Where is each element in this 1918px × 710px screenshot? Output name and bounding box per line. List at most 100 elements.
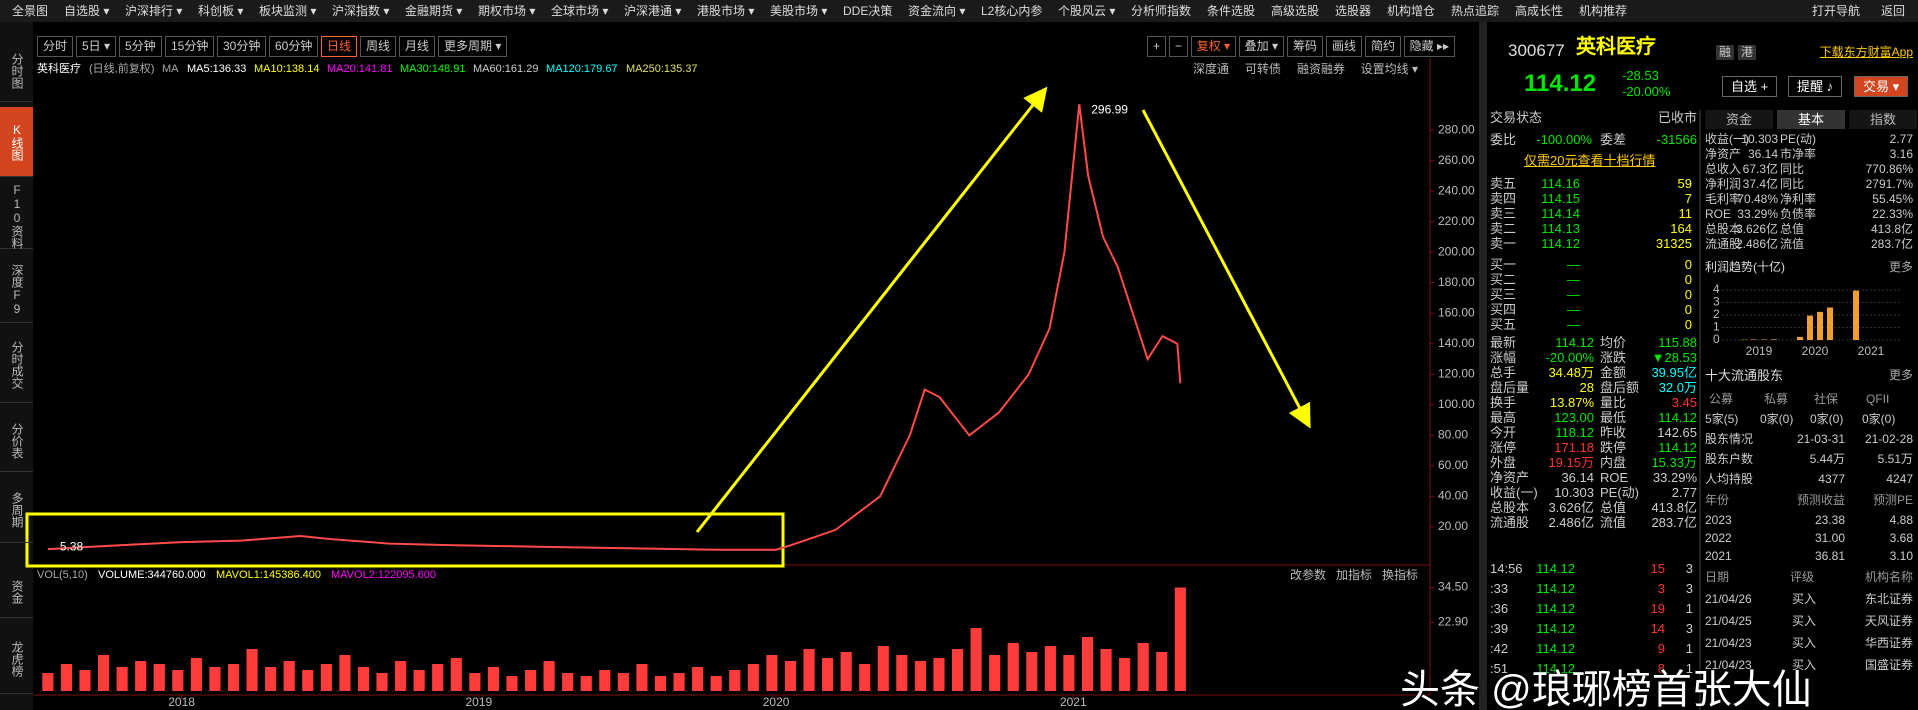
label: 委比 [1490,132,1517,147]
action-button[interactable]: 提醒 ♪ [1788,76,1843,97]
period-tab[interactable]: 周线 [360,36,397,57]
menu-item[interactable]: 机构推荐 [1579,4,1628,18]
tool-button[interactable]: 画线 [1325,36,1362,57]
period-tab[interactable]: 5分钟 [119,36,162,57]
menu-item[interactable]: 条件选股 [1207,4,1256,18]
menu-item[interactable]: 高成长性 [1515,4,1564,18]
menu-item[interactable]: 全球市场 ▾ [551,4,609,18]
menu-item[interactable]: 美股市场 ▾ [770,4,828,18]
vol-tool[interactable]: 加指标 [1335,568,1372,582]
period-tab[interactable]: 更多周期 ▾ [438,36,508,57]
label: 8 [1657,661,1665,676]
vol-tool[interactable]: 改参数 [1289,568,1326,582]
promo-link[interactable]: 仅需20元查看十档行情 [1524,153,1656,168]
menu-item[interactable]: 选股器 [1335,4,1372,18]
menu-item[interactable]: 板块监测 ▾ [259,4,317,18]
side-tab[interactable]: 分时成交 [0,328,33,403]
side-tab[interactable]: 龙虎榜 [0,624,33,694]
menu-item[interactable]: 金融期货 ▾ [405,4,463,18]
label: 10.303 [1554,485,1594,500]
period-tab[interactable]: 5日 ▾ [76,36,117,57]
side-tab[interactable]: 分时图 [0,40,33,102]
label: 1 [1685,641,1693,656]
menu-item[interactable]: DDE决策 [843,4,893,18]
tool-button[interactable]: + [1146,36,1166,57]
tool-button[interactable]: 筹码 [1286,36,1323,57]
tool-button[interactable]: − [1168,36,1188,57]
panel-tab[interactable]: 指数 [1849,110,1917,129]
side-tab[interactable]: F10资料 [0,183,33,249]
chart-link[interactable]: 可转债 [1244,62,1281,76]
label: 33.29% [1737,207,1778,221]
volume-bar [654,676,667,691]
y-tick-label: 3 [1713,295,1720,309]
volume-bar [970,628,982,691]
trend-arrow [695,86,1048,533]
label: 3.626亿 [1735,222,1778,236]
volume-bar [395,661,407,691]
period-tab[interactable]: 30分钟 [217,36,267,57]
side-tab[interactable]: 深度F9 [0,257,33,323]
download-link[interactable]: 下载东方财富App [1819,45,1913,59]
action-button[interactable]: 交易 ▾ [1854,76,1909,97]
tool-button[interactable]: 复权 ▾ [1190,36,1236,57]
menu-item[interactable]: 全景图 [12,4,49,18]
chart-link[interactable]: 融资融券 [1296,62,1345,76]
label: 收益(一) [1490,485,1538,500]
label: 买入 [1792,614,1817,628]
chart-link[interactable]: 设置均线 ▾ [1360,62,1418,76]
period-tab[interactable]: 月线 [399,36,436,57]
menu-item[interactable]: 沪深指数 ▾ [332,4,390,18]
volume-bar [543,661,555,691]
side-tab[interactable]: 资金 [0,566,33,618]
menu-item[interactable]: 返回 [1880,4,1905,18]
vol-tool[interactable]: 换指标 [1381,568,1418,582]
menu-item[interactable]: 热点追踪 [1451,4,1500,18]
side-tab[interactable]: K线图 [0,107,33,177]
splitter [1481,22,1487,710]
period-tab[interactable]: 60分钟 [269,36,319,57]
label: 涨幅 [1490,350,1517,365]
menu-item[interactable]: 打开导航 [1811,4,1860,18]
y-tick-label: 60.00 [1438,458,1468,472]
action-button[interactable]: 自选 + [1722,76,1778,97]
period-tab[interactable]: 分时 [37,36,74,57]
volume-bar [320,664,332,691]
tool-button[interactable]: 叠加 ▾ [1238,36,1284,57]
menu-item[interactable]: 自选股 ▾ [64,4,110,18]
side-tab[interactable]: 多周期 [0,477,33,543]
menu-item[interactable]: 资金流向 ▾ [908,4,966,18]
label: 123.00 [1554,410,1594,425]
menu-item[interactable]: 期权市场 ▾ [478,4,536,18]
menu-item[interactable]: 个股风云 ▾ [1058,4,1116,18]
tool-button[interactable]: 简约 [1364,36,1401,57]
side-tab[interactable]: 分价表 [0,410,33,472]
panel-tab[interactable]: 资金 [1705,110,1773,129]
menu-item[interactable]: 科创板 ▾ [198,4,244,18]
label: 14:56 [1490,561,1523,576]
panel-tab[interactable]: 基本 [1777,110,1845,129]
menu-item[interactable]: 机构增仓 [1387,4,1436,18]
label: 0家(0) [1760,412,1794,426]
menu-item[interactable]: 港股市场 ▾ [697,4,755,18]
menu-item[interactable]: L2核心内参 [981,4,1043,18]
label: 华西证券 [1864,636,1913,650]
menu-item[interactable]: 沪深港通 ▾ [624,4,682,18]
y-tick-label: 160.00 [1438,305,1475,319]
menu-item[interactable]: 高级选股 [1271,4,1320,18]
period-tab[interactable]: 日线 [321,36,358,57]
label: 流值 [1600,515,1627,530]
label: 买一 [1490,257,1517,272]
chart-link[interactable]: 深度通 [1192,62,1229,76]
menu-item[interactable]: 沪深排行 ▾ [125,4,183,18]
last-price: 114.12 [1524,70,1597,97]
y-tick-label: 1 [1713,320,1720,334]
period-tab[interactable]: 15分钟 [165,36,215,57]
label: 卖三 [1490,206,1517,221]
label: 天风证券 [1864,614,1913,628]
menu-item[interactable]: 分析师指数 [1131,4,1192,18]
label: 19.15万 [1548,455,1594,470]
tool-button[interactable]: 隐藏 ▸▸ [1403,36,1455,57]
label: 日期 [1705,570,1730,584]
label: 涨跌 [1600,350,1627,365]
